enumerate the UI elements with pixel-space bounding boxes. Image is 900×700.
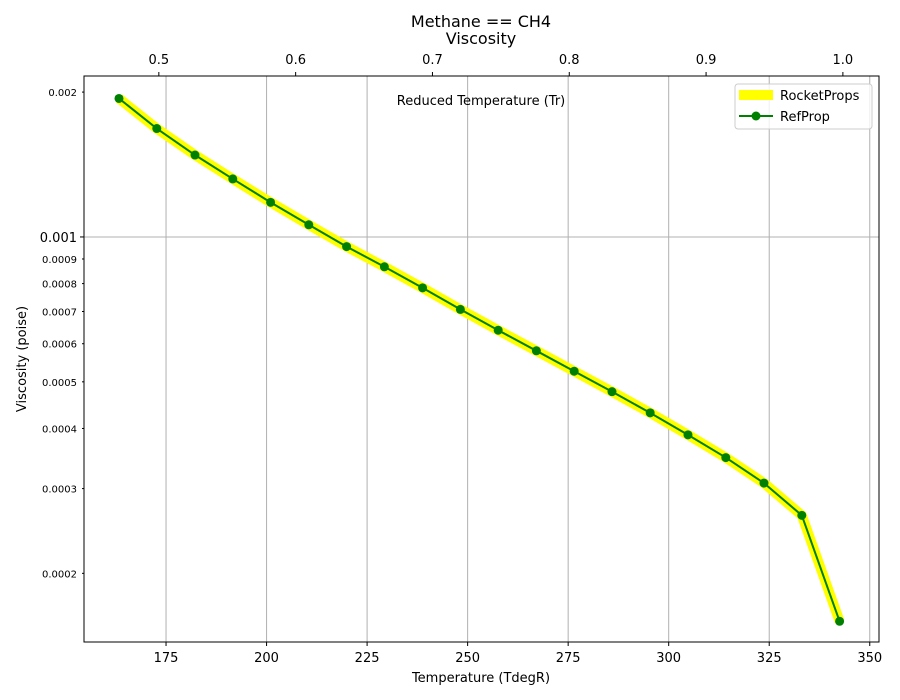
x-tick-label: 350	[857, 651, 882, 666]
data-point-refprop	[683, 430, 693, 440]
data-point-refprop	[835, 616, 845, 626]
data-point-refprop	[266, 197, 276, 207]
x-tick-label: 225	[355, 651, 380, 666]
y-axis-label: Viscosity (poise)	[15, 306, 30, 412]
top-x-tick-label: 0.8	[559, 53, 580, 68]
chart-subtitle: Viscosity	[446, 29, 516, 48]
data-point-refprop	[379, 262, 389, 272]
x-axis-label: Temperature (TdegR)	[411, 671, 550, 686]
data-point-refprop	[721, 453, 731, 463]
y-major-tick-label: 0.001	[40, 231, 77, 246]
x-tick-label: 175	[154, 651, 179, 666]
ticks: 175 200 225 250 275 300 325 350 0.5 0.6 0.7 0.8 0.9 1…	[40, 53, 882, 666]
data-point-refprop	[797, 510, 807, 520]
x-tick-label: 200	[254, 651, 279, 666]
plot-frame	[83, 75, 880, 643]
y-minor-tick-label: 0.0009	[42, 255, 77, 266]
series-line-refprop	[118, 97, 841, 622]
x-tick-label: 325	[757, 651, 782, 666]
x-tick-label: 275	[556, 651, 581, 666]
data-point-refprop	[645, 408, 655, 418]
data-point-refprop	[114, 93, 124, 103]
y-minor-tick-label: 0.0003	[42, 485, 77, 496]
top-x-tick-label: 0.5	[148, 53, 169, 68]
data-point-refprop	[607, 387, 617, 397]
x-tick-label: 300	[656, 651, 681, 666]
data-point-refprop	[493, 325, 503, 335]
data-point-refprop	[569, 366, 579, 376]
y-minor-tick-label: 0.0008	[42, 280, 77, 291]
legend: RocketProps RefProp	[734, 83, 873, 130]
data-point-refprop	[152, 124, 162, 134]
y-minor-tick-label: 0.002	[48, 88, 77, 99]
data-point-refprop	[342, 242, 352, 252]
x-tick-label: 250	[455, 651, 480, 666]
top-x-tick-label: 0.9	[696, 53, 717, 68]
top-x-tick-label: 1.0	[833, 53, 854, 68]
data-point-refprop	[759, 478, 769, 488]
y-minor-tick-label: 0.0005	[42, 378, 77, 389]
top-axis-label: Reduced Temperature (Tr)	[397, 94, 565, 109]
data-point-refprop	[304, 220, 314, 230]
legend-marker-refprop	[751, 111, 761, 121]
data-point-refprop	[190, 150, 200, 160]
grid	[84, 76, 879, 642]
data-point-refprop	[228, 174, 238, 184]
legend-label-refprop: RefProp	[780, 110, 830, 125]
top-x-tick-label: 0.6	[285, 53, 306, 68]
data-point-refprop	[455, 304, 465, 314]
y-minor-tick-label: 0.0006	[42, 340, 77, 351]
data-point-refprop	[531, 346, 541, 356]
chart-title: Methane == CH4	[411, 12, 551, 31]
series-layer	[114, 93, 845, 626]
y-minor-tick-label: 0.0004	[42, 424, 77, 435]
y-minor-tick-label: 0.0007	[42, 308, 77, 319]
data-point-refprop	[418, 283, 428, 293]
top-x-tick-label: 0.7	[422, 53, 443, 68]
y-minor-tick-label: 0.0002	[42, 569, 77, 580]
legend-label-rocketprops: RocketProps	[780, 89, 860, 104]
